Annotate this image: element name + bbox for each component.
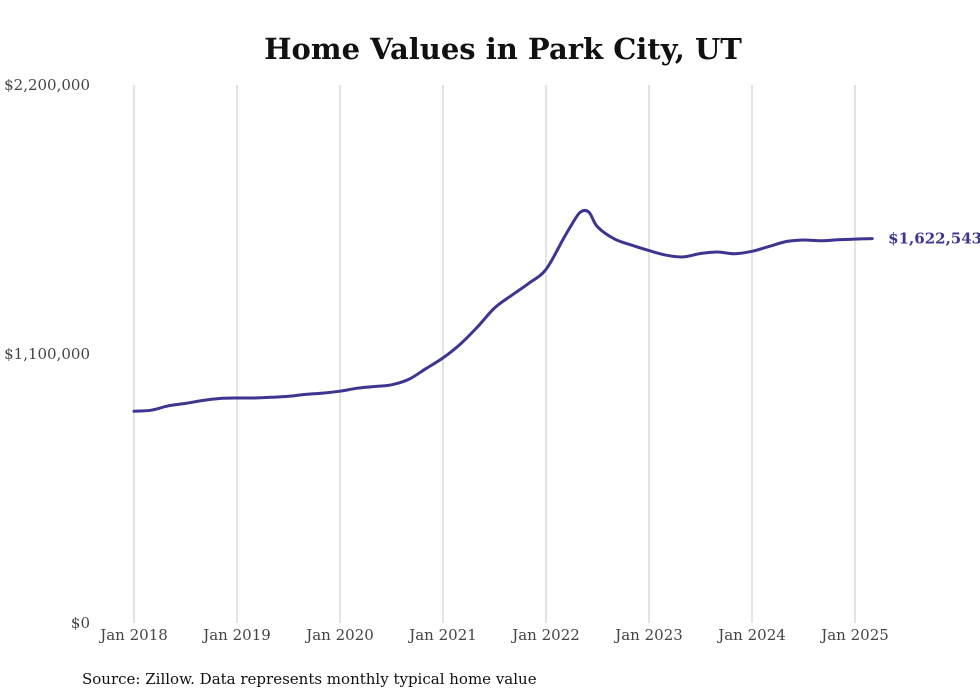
grid-lines bbox=[133, 85, 856, 623]
x-tick-label: Jan 2022 bbox=[510, 626, 580, 644]
x-tick-label: Jan 2018 bbox=[98, 626, 168, 644]
y-tick-label: $2,200,000 bbox=[4, 76, 90, 94]
series-line bbox=[132, 208, 874, 413]
y-tick-label: $0 bbox=[71, 614, 90, 632]
x-tick-label: Jan 2020 bbox=[304, 626, 374, 644]
y-axis: $2,200,000 $1,100,000 $0 bbox=[4, 76, 90, 632]
y-tick-label: $1,100,000 bbox=[4, 345, 90, 363]
chart-title: Home Values in Park City, UT bbox=[264, 32, 742, 66]
source-note: Source: Zillow. Data represents monthly … bbox=[82, 670, 537, 688]
x-tick-label: Jan 2025 bbox=[819, 626, 889, 644]
x-tick-label: Jan 2024 bbox=[716, 626, 786, 644]
end-value-label: $1,622,543 bbox=[888, 230, 980, 248]
x-axis: Jan 2018 Jan 2019 Jan 2020 Jan 2021 Jan 2022… bbox=[98, 626, 889, 644]
x-tick-label: Jan 2019 bbox=[201, 626, 271, 644]
x-tick-label: Jan 2021 bbox=[407, 626, 477, 644]
x-tick-label: Jan 2023 bbox=[613, 626, 683, 644]
